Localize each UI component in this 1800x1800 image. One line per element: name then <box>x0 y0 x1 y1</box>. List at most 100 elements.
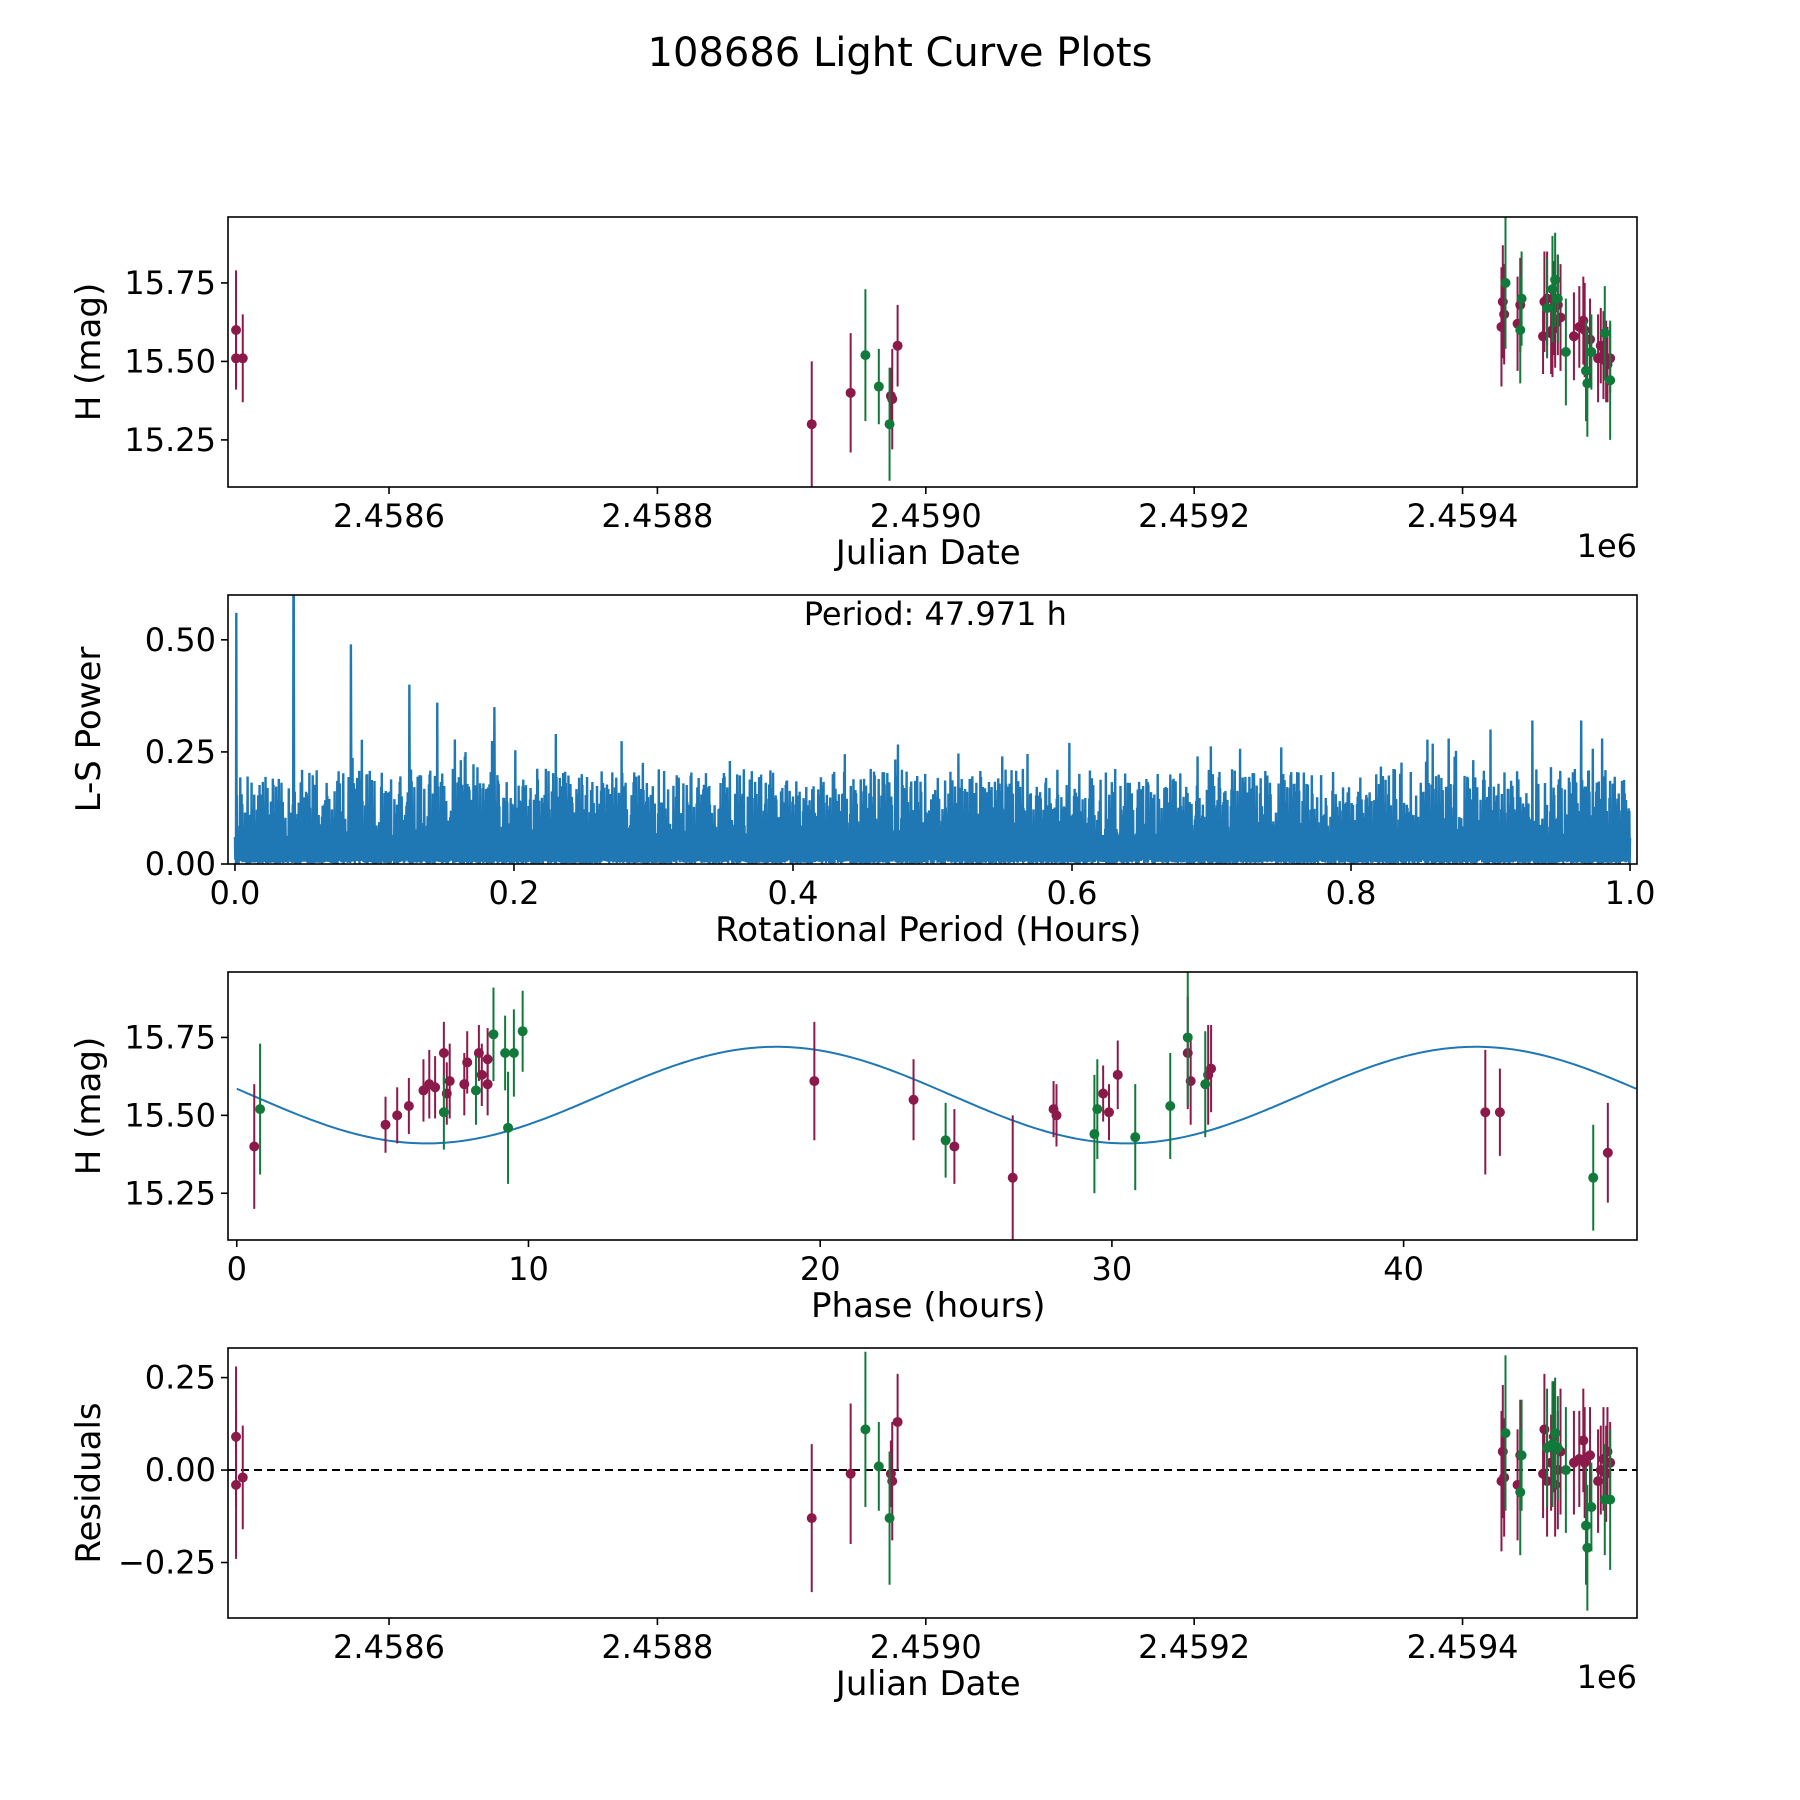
panel-phased-curve: 0 10 20 30 40 15.25 15.50 15.75 Phase (hours) H (… <box>69 971 1638 1326</box>
data-point-band_b <box>1599 328 1610 339</box>
data-point-band_a <box>1578 1435 1589 1446</box>
x-axis-label: Julian Date <box>834 533 1021 573</box>
data-point-band_a <box>1579 1457 1590 1468</box>
y-tick-label: 0.50 <box>145 621 216 659</box>
data-point-band_a <box>482 1054 493 1065</box>
plot-area-light-curve <box>231 217 1616 487</box>
data-point-band_a <box>892 340 903 351</box>
data-point-band_b <box>470 1085 481 1096</box>
x-tick-label: 30 <box>1092 1250 1133 1288</box>
data-point-band_a <box>249 1141 260 1152</box>
y-tick-label: 0.00 <box>145 1451 216 1489</box>
data-point-band_a <box>885 1468 896 1479</box>
x-tick-label: 20 <box>800 1250 841 1288</box>
data-point-band_a <box>231 1431 242 1442</box>
data-point-band_b <box>1605 1494 1616 1505</box>
data-point-band_b <box>1586 1502 1597 1513</box>
data-point-band_a <box>1602 1147 1613 1158</box>
data-point-band_b <box>940 1135 951 1146</box>
data-point-band_b <box>873 381 884 392</box>
data-point-band_a <box>231 325 242 336</box>
x-tick-label: 2.4594 <box>1407 1628 1519 1666</box>
x-tick-label: 1.0 <box>1605 874 1656 912</box>
x-tick-label: 0.6 <box>1047 874 1098 912</box>
power-spectrum-line <box>233 595 1632 864</box>
data-point-band_a <box>1585 1450 1596 1461</box>
data-point-band_a <box>392 1110 403 1121</box>
axes-frame <box>227 216 1638 488</box>
data-point-band_b <box>1581 1520 1592 1531</box>
axes-frame <box>227 594 1638 865</box>
x-tick-label: 2.4592 <box>1138 1628 1250 1666</box>
x-tick-label: 2.4586 <box>333 1628 445 1666</box>
data-point-band_a <box>806 1513 817 1524</box>
data-point-band_b <box>1552 293 1563 304</box>
data-point-band_a <box>845 1468 856 1479</box>
data-point-band_b <box>1182 1032 1193 1043</box>
data-point-band_a <box>1499 309 1510 320</box>
data-point-band_b <box>884 419 895 430</box>
x-tick-label: 0.2 <box>489 874 540 912</box>
axes-frame <box>227 971 1638 1241</box>
x-tick-label: 2.4592 <box>1138 497 1250 535</box>
data-point-band_a <box>908 1094 919 1105</box>
x-tick-label: 0 <box>227 1250 247 1288</box>
figure-title: 108686 Light Curve Plots <box>648 30 1153 76</box>
x-tick-label: 2.4588 <box>601 1628 713 1666</box>
data-point-band_b <box>1552 1442 1563 1453</box>
y-tick-label: 0.25 <box>145 1359 216 1397</box>
x-offset-label: 1e6 <box>1577 527 1637 565</box>
data-point-band_b <box>1500 1428 1511 1439</box>
y-tick-label: 15.50 <box>124 1096 216 1134</box>
data-point-band_b <box>255 1104 266 1115</box>
y-tick-label: 15.75 <box>124 1018 216 1056</box>
data-point-band_b <box>500 1048 511 1059</box>
data-point-band_b <box>1586 347 1597 357</box>
data-point-band_b <box>1500 277 1511 288</box>
data-point-band_b <box>860 350 871 361</box>
data-point-band_b <box>1560 1465 1571 1476</box>
data-point-band_b <box>860 1424 871 1435</box>
axes-frame <box>227 1347 1638 1619</box>
data-point-band_a <box>237 353 248 364</box>
data-point-band_b <box>1130 1132 1141 1143</box>
data-point-band_a <box>1103 1107 1114 1118</box>
data-point-band_b <box>1200 1079 1211 1090</box>
data-point-band_b <box>438 1107 449 1118</box>
data-point-band_a <box>1568 331 1579 342</box>
x-tick-label: 2.4594 <box>1407 497 1519 535</box>
y-tick-label: 0.00 <box>145 845 216 883</box>
data-point-band_a <box>403 1101 414 1111</box>
x-tick-label: 0.8 <box>1326 874 1377 912</box>
x-tick-label: 2.4590 <box>870 497 982 535</box>
x-axis-label: Julian Date <box>834 1664 1021 1704</box>
data-point-band_b <box>1165 1101 1176 1111</box>
panel-periodogram: Period: 47.971 h 0.0 0.2 0.4 0.6 0.8 1.0 0.00 0.… <box>69 594 1656 950</box>
x-tick-label: 2.4588 <box>601 497 713 535</box>
data-point-band_a <box>892 1416 903 1427</box>
data-point-band_a <box>1499 1472 1510 1483</box>
x-offset-label: 1e6 <box>1577 1658 1637 1696</box>
panel-light-curve: 2.4586 2.4588 2.4590 2.4592 2.4594 15.25 15.50… <box>69 216 1638 573</box>
data-point-band_b <box>884 1513 895 1524</box>
data-point-band_a <box>237 1472 248 1483</box>
x-tick-label: 0.4 <box>768 874 819 912</box>
data-point-band_b <box>1516 293 1527 304</box>
x-axis-label: Phase (hours) <box>811 1286 1045 1326</box>
data-point-band_b <box>1515 325 1526 336</box>
data-point-band_b <box>1092 1104 1103 1115</box>
data-point-band_a <box>806 419 817 430</box>
y-tick-label: 15.50 <box>124 342 216 380</box>
data-point-band_a <box>949 1141 960 1152</box>
y-tick-label: −0.25 <box>118 1544 216 1582</box>
data-point-band_a <box>1112 1069 1123 1080</box>
plot-area-phased-curve <box>236 972 1637 1240</box>
data-point-band_b <box>503 1122 514 1133</box>
data-point-band_a <box>438 1048 449 1059</box>
data-point-band_a <box>1098 1088 1109 1099</box>
data-point-band_a <box>809 1076 820 1087</box>
data-point-band_b <box>1516 1450 1527 1461</box>
plot-area-residuals <box>228 1351 1637 1611</box>
data-point-band_b <box>1588 1172 1599 1183</box>
